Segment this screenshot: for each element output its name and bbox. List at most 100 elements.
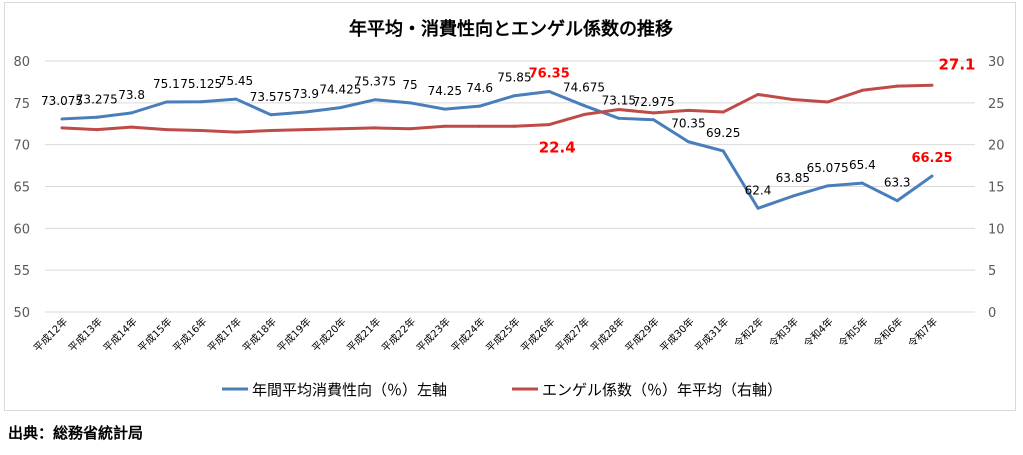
right-axis-tick-label: 30 — [988, 55, 1005, 70]
x-axis-tick-label: 平成21年 — [344, 315, 383, 354]
data-label: 73.275 — [76, 92, 118, 106]
right-axis-tick-label: 15 — [988, 181, 1005, 196]
x-axis-tick-label: 平成16年 — [170, 315, 209, 354]
left-axis-tick-label: 65 — [13, 181, 30, 196]
x-axis-tick-label: 平成15年 — [135, 315, 174, 354]
x-axis-tick-label: 平成25年 — [483, 315, 522, 354]
data-point — [582, 113, 586, 117]
data-point — [512, 124, 516, 128]
data-point — [60, 126, 64, 130]
data-point — [547, 90, 551, 94]
data-point — [234, 130, 238, 134]
data-label: 73.9 — [292, 87, 319, 101]
data-label: 75.375 — [354, 75, 396, 89]
right-axis-tick-label: 20 — [988, 139, 1005, 154]
series-line-2 — [61, 83, 933, 134]
data-point — [617, 116, 621, 120]
right-axis-tick-label: 25 — [988, 97, 1005, 112]
x-axis-tick-label: 平成31年 — [692, 315, 731, 354]
data-label: 73.15 — [602, 93, 636, 107]
data-point — [199, 128, 203, 132]
data-point — [721, 110, 725, 114]
data-point — [826, 100, 830, 104]
data-point — [443, 124, 447, 128]
x-axis-tick-label: 令和4年 — [801, 315, 836, 350]
data-label: 74.25 — [428, 84, 462, 98]
data-point — [338, 106, 342, 110]
data-label: 65.075 — [807, 161, 849, 175]
data-point — [547, 123, 551, 127]
data-label: 62.4 — [745, 183, 772, 197]
data-label: 70.35 — [671, 117, 705, 131]
data-point — [582, 104, 586, 108]
x-axis-tick-label: 令和5年 — [836, 315, 871, 350]
data-label-highlight: 22.4 — [539, 139, 576, 157]
x-axis-tick-label: 平成24年 — [448, 315, 487, 354]
data-label: 75.45 — [219, 74, 253, 88]
chart-title: 年平均・消費性向とエンゲル係数の推移 — [349, 18, 673, 40]
x-axis-tick-label: 平成18年 — [240, 315, 279, 354]
left-axis-tick-label: 75 — [13, 97, 30, 112]
data-point — [756, 92, 760, 96]
data-label: 75.1 — [153, 77, 180, 91]
x-axis-tick-label: 令和7年 — [905, 315, 940, 350]
data-label: 74.425 — [319, 83, 361, 97]
data-label-highlight: 27.1 — [938, 55, 975, 73]
data-point — [269, 128, 273, 132]
data-label: 69.25 — [706, 126, 740, 140]
data-point — [234, 97, 238, 101]
data-point — [686, 108, 690, 112]
left-axis-tick-label: 60 — [13, 222, 30, 237]
data-point — [95, 128, 99, 132]
data-point — [617, 108, 621, 112]
data-point — [373, 126, 377, 130]
data-point — [478, 104, 482, 108]
data-label: 75 — [402, 78, 417, 92]
x-axis-tick-label: 平成22年 — [379, 315, 418, 354]
data-label: 74.6 — [466, 81, 493, 95]
data-point — [164, 128, 168, 132]
data-point — [791, 194, 795, 198]
data-label: 73.8 — [118, 88, 145, 102]
legend-label-consumption: 年間平均消費性向（％）左軸 — [252, 381, 447, 399]
data-point — [930, 174, 934, 178]
data-point — [304, 110, 308, 114]
data-point — [478, 124, 482, 128]
data-point — [895, 199, 899, 203]
source-note: 出典：総務省統計局 — [8, 424, 144, 442]
data-point — [164, 100, 168, 104]
data-point — [652, 118, 656, 122]
x-axis-tick-label: 平成19年 — [274, 315, 313, 354]
data-point — [652, 111, 656, 115]
data-point — [95, 115, 99, 119]
data-point — [408, 127, 412, 131]
data-label: 66.25 — [911, 151, 952, 166]
left-axis-tick-label: 80 — [13, 55, 30, 70]
data-point — [338, 127, 342, 131]
data-label: 63.3 — [884, 176, 911, 190]
data-point — [512, 94, 516, 98]
data-point — [791, 97, 795, 101]
data-label: 65.4 — [849, 158, 876, 172]
right-axis-tick-label: 5 — [988, 264, 996, 279]
data-point — [895, 84, 899, 88]
x-axis-tick-label: 平成20年 — [309, 315, 348, 354]
x-axis-tick-label: 令和3年 — [766, 315, 801, 350]
x-axis-tick-label: 平成12年 — [31, 315, 70, 354]
data-label: 63.85 — [776, 171, 810, 185]
data-point — [304, 128, 308, 132]
x-axis-tick-label: 平成17年 — [205, 315, 244, 354]
data-point — [756, 206, 760, 210]
left-axis-tick-label: 70 — [13, 139, 30, 154]
data-point — [930, 83, 934, 87]
data-point — [199, 100, 203, 104]
data-label: 74.675 — [563, 81, 605, 95]
data-point — [860, 181, 864, 185]
line-chart: 年平均・消費性向とエンゲル係数の推移 50 55 60 65 70 75 80 0 5 10 15 2… — [13, 18, 1005, 399]
x-axis-tick-label: 平成28年 — [588, 315, 627, 354]
legend-label-engel: エンゲル係数（％）年平均（右軸） — [542, 381, 782, 399]
x-axis-tick-label: 平成14年 — [100, 315, 139, 354]
x-axis-tick-label: 平成30年 — [657, 315, 696, 354]
right-axis-tick-label: 0 — [988, 306, 996, 321]
